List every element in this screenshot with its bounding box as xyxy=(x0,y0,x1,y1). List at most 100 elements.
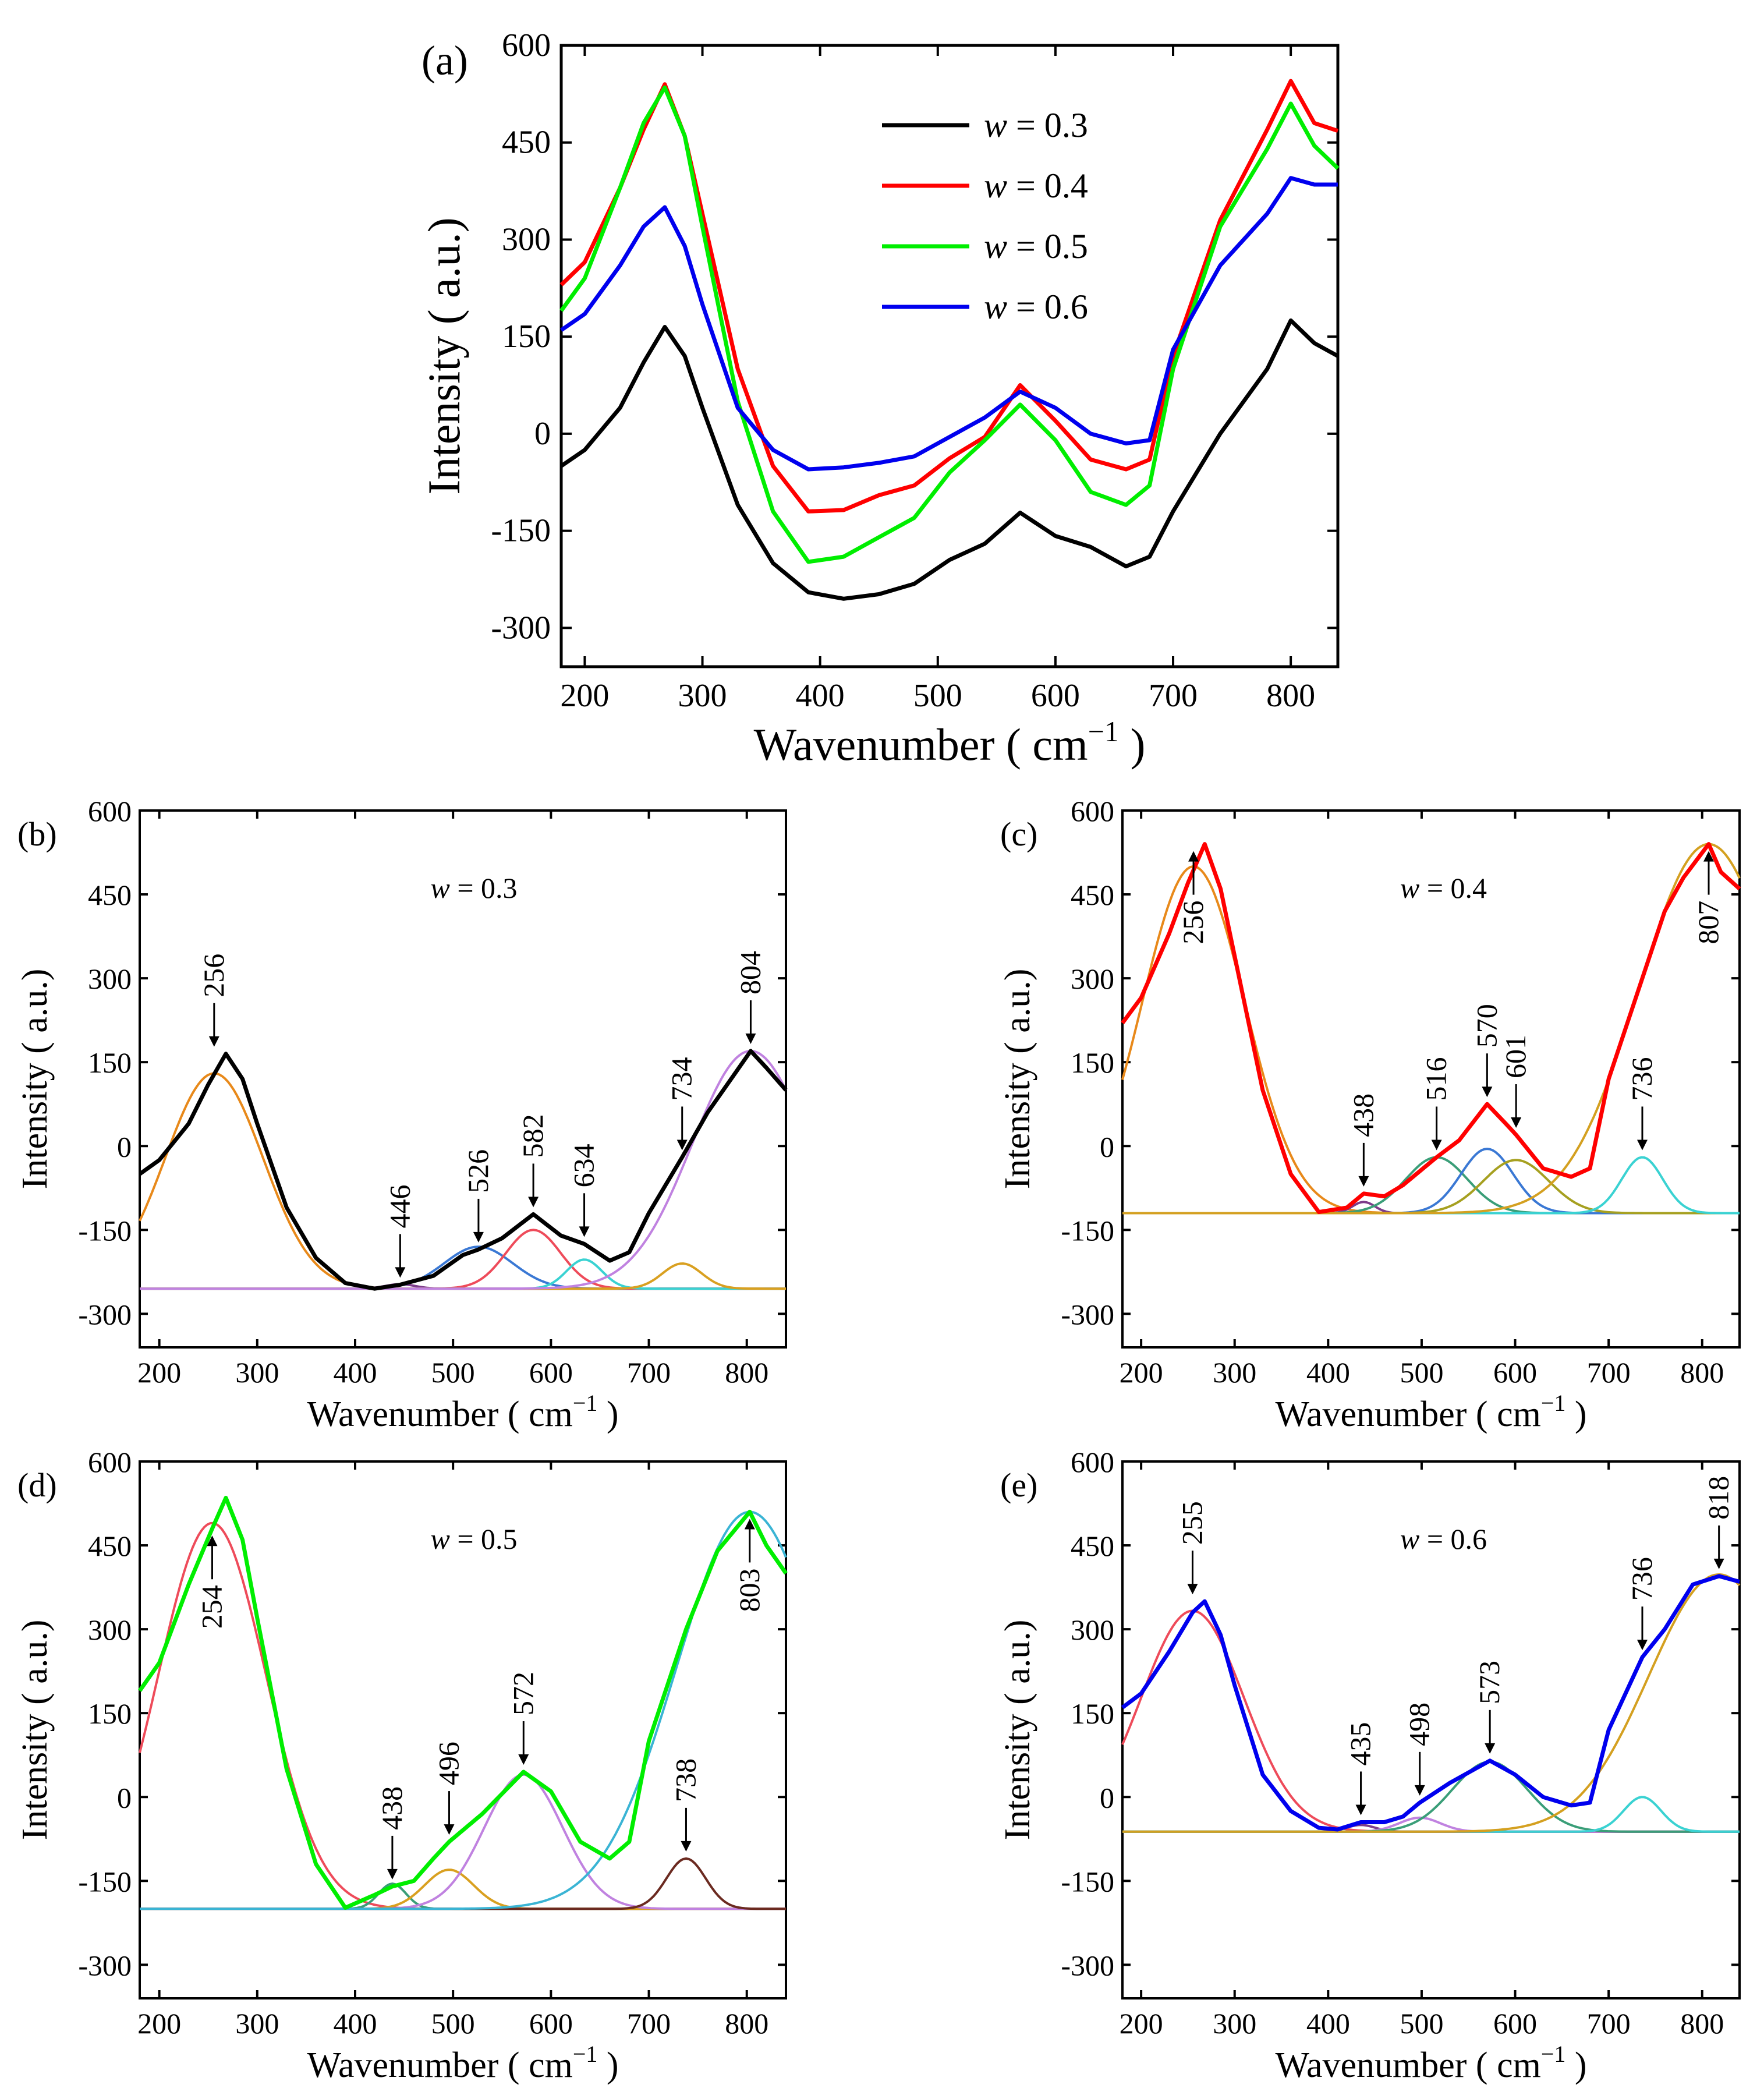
y-tick-label: 450 xyxy=(1071,879,1114,911)
peak-annotation-573: 573 xyxy=(1473,1661,1506,1754)
peak-label: 255 xyxy=(1175,1501,1208,1545)
series-line-3 xyxy=(560,176,1338,472)
peak-annotation-572: 572 xyxy=(506,1672,539,1765)
annotation-arrow-head xyxy=(518,1754,529,1765)
peak-label: 634 xyxy=(568,1144,600,1187)
peak-annotation-570: 570 xyxy=(1470,1004,1503,1098)
peak-label: 807 xyxy=(1692,901,1724,944)
fit-peak-601 xyxy=(1122,1159,1740,1215)
x-tick-label: 600 xyxy=(1493,1356,1537,1389)
y-tick-label: -150 xyxy=(78,1865,132,1898)
x-tick-label: 200 xyxy=(137,2007,181,2040)
fit-peak-818 xyxy=(1122,1573,1741,1833)
y-tick-label: 600 xyxy=(88,1446,132,1478)
x-axis-title: Wavenumber ( cm−1 ) xyxy=(1275,1390,1586,1434)
y-tick-label: 600 xyxy=(1071,1446,1114,1478)
y-tick-label: 300 xyxy=(1071,1613,1114,1646)
series-title-var: w xyxy=(1400,872,1419,904)
x-tick-label: 600 xyxy=(1493,2007,1537,2040)
x-tick-label: 300 xyxy=(1213,1356,1256,1389)
peak-label: 573 xyxy=(1473,1661,1506,1704)
peak-annotation-738: 738 xyxy=(669,1758,702,1852)
x-tick-label: 200 xyxy=(560,678,609,714)
y-tick-label: 150 xyxy=(1071,1697,1114,1730)
annotation-arrow-head xyxy=(1187,1584,1198,1595)
y-tick-label: -300 xyxy=(1061,1949,1114,1981)
x-tick-label: 400 xyxy=(1306,2007,1350,2040)
fit-peak-438 xyxy=(140,1882,786,1910)
peak-annotation-256: 256 xyxy=(1177,851,1209,944)
annotation-arrow-head xyxy=(473,1231,484,1243)
panel-letter: (e) xyxy=(1000,1466,1037,1504)
peak-label: 256 xyxy=(1177,901,1209,944)
y-tick-label: 0 xyxy=(534,416,551,452)
x-axis-title-sup: −1 xyxy=(1541,2041,1566,2067)
x-tick-label: 800 xyxy=(1266,678,1315,714)
annotation-arrow-head xyxy=(1637,1640,1648,1651)
peak-annotation-807: 807 xyxy=(1692,851,1724,944)
plot-frame xyxy=(139,1460,787,1999)
legend-value: = 0.5 xyxy=(1007,227,1088,266)
legend-var: w xyxy=(984,167,1007,205)
y-tick-label: -300 xyxy=(78,1298,132,1330)
x-axis-title-close: ) xyxy=(597,2045,618,2085)
x-axis-title-close: ) xyxy=(1565,1395,1586,1434)
peak-annotation-435: 435 xyxy=(1344,1722,1377,1816)
x-tick-label: 700 xyxy=(627,1356,671,1389)
annotation-arrow-head xyxy=(681,1841,692,1852)
x-tick-label: 800 xyxy=(725,1356,768,1389)
x-tick-label: 500 xyxy=(913,678,962,714)
peak-annotation-818: 818 xyxy=(1702,1476,1735,1569)
x-tick-label: 700 xyxy=(1587,1356,1631,1389)
y-tick-label: 150 xyxy=(502,318,551,355)
series-title-value: = 0.4 xyxy=(1419,872,1487,904)
y-tick-label: 450 xyxy=(502,125,551,161)
y-tick-label: -150 xyxy=(1061,1865,1114,1898)
x-axis-title-main: Wavenumber ( cm xyxy=(754,719,1088,770)
annotation-arrow-head xyxy=(1511,1117,1522,1128)
plot-frame xyxy=(1121,1460,1741,1999)
annotation-arrow-head xyxy=(1637,1139,1648,1151)
y-tick-label: 600 xyxy=(502,27,551,63)
legend-value: = 0.4 xyxy=(1007,167,1088,205)
panel-letter: (d) xyxy=(17,1466,57,1504)
legend-value: = 0.6 xyxy=(1007,288,1088,326)
y-tick-label: -150 xyxy=(1061,1214,1114,1247)
peak-label: 496 xyxy=(432,1742,465,1785)
y-tick-label: -300 xyxy=(1061,1298,1114,1330)
y-axis-title: Intensity ( a.u.) xyxy=(15,969,55,1190)
panel-letter: (b) xyxy=(17,815,57,853)
legend-var: w xyxy=(984,227,1007,266)
peak-label: 498 xyxy=(1403,1703,1436,1746)
fit-peak-803 xyxy=(140,1510,787,1910)
annotation-arrow-head xyxy=(395,1267,406,1278)
peak-label: 254 xyxy=(195,1585,228,1629)
annotation-arrow-head xyxy=(528,1197,539,1208)
legend-var: w xyxy=(984,106,1007,144)
annotation-arrow-head xyxy=(1358,1176,1369,1187)
x-tick-label: 500 xyxy=(1400,2007,1443,2040)
y-axis-title: Intensity ( a.u.) xyxy=(998,1620,1037,1841)
measured-spectrum xyxy=(1121,1574,1740,1832)
x-axis-title-main: Wavenumber ( cm xyxy=(307,2045,572,2085)
x-axis-title: Wavenumber ( cm−1 ) xyxy=(1275,2041,1586,2085)
fit-peak-736 xyxy=(1122,1156,1740,1215)
peak-annotation-438: 438 xyxy=(1347,1093,1379,1187)
x-tick-label: 400 xyxy=(334,1356,377,1389)
chart-panel-b: 200 300 400 500 600 700 800 -300 -150 0 150 300 450 6… xyxy=(15,795,788,1434)
x-axis-title-main: Wavenumber ( cm xyxy=(307,1395,572,1434)
legend-value: = 0.3 xyxy=(1007,106,1088,144)
x-tick-label: 500 xyxy=(1400,1356,1443,1389)
peak-annotation-446: 446 xyxy=(383,1184,416,1278)
y-tick-label: -150 xyxy=(78,1214,132,1247)
y-tick-label: 300 xyxy=(1071,962,1114,995)
annotation-arrow-head xyxy=(1485,1743,1496,1754)
annotation-arrow-head xyxy=(1431,1139,1442,1151)
x-axis-title: Wavenumber ( cm−1 ) xyxy=(307,1390,618,1434)
peak-annotation-496: 496 xyxy=(432,1742,465,1835)
fit-peak-496 xyxy=(140,1868,786,1910)
x-axis-title-sup: −1 xyxy=(1541,1390,1566,1416)
series-title-value: = 0.6 xyxy=(1419,1523,1487,1555)
annotation-arrow-head xyxy=(208,1036,219,1047)
